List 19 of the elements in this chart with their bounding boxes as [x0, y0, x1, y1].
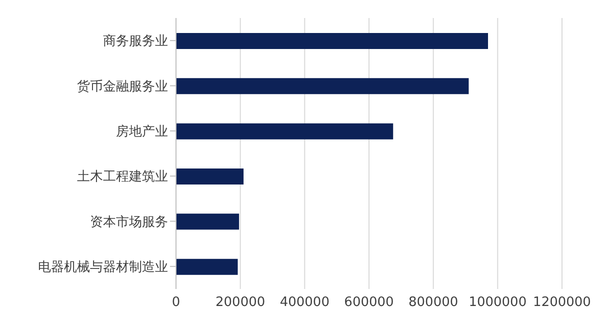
bar — [176, 258, 238, 275]
bar — [176, 214, 240, 230]
y-tick-label: 货币金融服务业 — [77, 79, 168, 94]
bar — [176, 78, 469, 94]
x-tick-label: 400000 — [280, 295, 330, 310]
y-tick-label: 土木工程建筑业 — [77, 170, 168, 185]
x-tick-label: 800000 — [408, 295, 458, 310]
x-tick-label: 600000 — [344, 295, 394, 310]
bar — [176, 168, 244, 184]
y-tick-label: 电器机械与器材制造业 — [38, 260, 168, 276]
bar — [176, 33, 488, 49]
x-tick-label: 1000000 — [468, 295, 527, 310]
y-tick-label: 商务服务业 — [103, 34, 168, 50]
x-tick-label: 1200000 — [533, 295, 591, 310]
x-tick-label: 0 — [172, 295, 180, 310]
x-tick-label: 200000 — [216, 295, 266, 310]
bar — [176, 123, 394, 140]
y-tick-label: 资本市场服务 — [90, 214, 168, 230]
y-tick-label: 房地产业 — [116, 124, 168, 140]
